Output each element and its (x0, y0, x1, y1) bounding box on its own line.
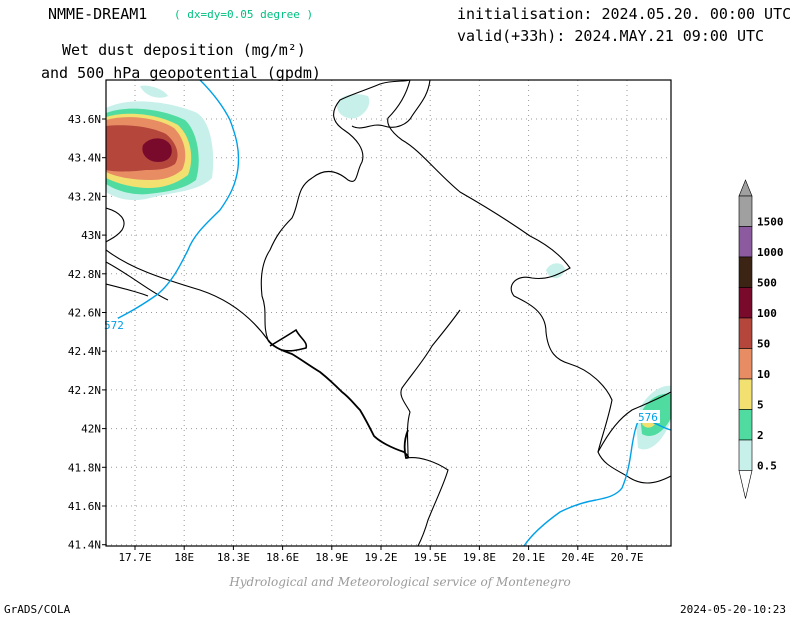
lon-tick-label: 19.2E (364, 551, 397, 564)
legend-color-box (738, 317, 753, 349)
contour-label-572: 572 (104, 319, 124, 332)
lon-tick-label: 18.9E (315, 551, 348, 564)
legend-color-box (738, 287, 753, 319)
legend-color-box (738, 378, 753, 410)
legend-top-arrow (738, 179, 753, 197)
variable-title-line2: and 500 hPa geopotential (gpdm) (41, 64, 321, 82)
lat-tick-label: 42.6N (68, 307, 101, 320)
lat-tick-label: 42N (81, 423, 101, 436)
valid-time: valid(+33h): 2024.MAY.21 09:00 UTC (457, 27, 765, 45)
contour-label-576: 576 (638, 411, 658, 424)
lon-tick-label: 20.4E (561, 551, 594, 564)
legend-level-label: 1500 (757, 216, 784, 229)
legend-color-box (738, 348, 753, 380)
software-label: GrADS/COLA (4, 603, 71, 616)
variable-title-line1: Wet dust deposition (mg/m²) (62, 41, 306, 59)
lon-tick-label: 17.7E (118, 551, 151, 564)
coastlines-and-borders (106, 80, 671, 546)
legend-level-label: 1000 (757, 246, 784, 259)
dust-deposition-patch-east (546, 263, 565, 279)
credit-text: Hydrological and Meteorological service … (229, 575, 571, 589)
legend-level-label: 50 (757, 338, 770, 351)
lat-tick-label: 41.8N (68, 461, 101, 474)
resolution-label: ( dx=dy=0.05 degree ) (174, 8, 314, 21)
legend-level-label: 5 (757, 399, 764, 412)
legend-level-label: 500 (757, 277, 777, 290)
lon-tick-label: 20.1E (512, 551, 545, 564)
lat-tick-label: 43.2N (68, 190, 101, 203)
legend-color-box (738, 439, 753, 471)
lon-tick-label: 20.7E (610, 551, 643, 564)
latitude-tick-labels: 43.6N 43.4N 43.2N 43N 42.8N 42.6N 42.4N 42.2N 42… (68, 113, 101, 552)
dust-deposition-patch-north (336, 94, 370, 119)
longitude-tick-labels: 17.7E 18E 18.3E 18.6E 18.9E 19.2E 19.5E 19.8E 20… (118, 551, 643, 564)
generated-timestamp: 2024-05-20-10:23 (680, 603, 786, 616)
map-grid (106, 80, 671, 546)
lat-tick-label: 42.2N (68, 384, 101, 397)
legend-level-label: 0.5 (757, 460, 777, 473)
legend-bottom-arrow (738, 470, 753, 499)
legend-level-label: 10 (757, 368, 770, 381)
lat-tick-label: 41.6N (68, 500, 101, 513)
initialisation-time: initialisation: 2024.05.20. 00:00 UTC (457, 5, 792, 23)
legend-color-box (738, 195, 753, 227)
lat-tick-label: 43N (81, 229, 101, 242)
lon-tick-label: 19.5E (414, 551, 447, 564)
lon-tick-label: 18E (174, 551, 194, 564)
lat-tick-label: 43.6N (68, 113, 101, 126)
dust-deposition-area-northwest (106, 85, 214, 201)
lon-tick-label: 19.8E (463, 551, 496, 564)
legend-color-box (738, 226, 753, 258)
legend-level-label: 100 (757, 307, 777, 320)
lat-tick-label: 42.4N (68, 345, 101, 358)
lat-tick-label: 43.4N (68, 152, 101, 165)
model-title: NMME-DREAM1 (48, 5, 148, 23)
legend-level-label: 2 (757, 429, 764, 442)
lon-tick-label: 18.6E (266, 551, 299, 564)
lon-tick-label: 18.3E (217, 551, 250, 564)
lat-tick-label: 42.8N (68, 268, 101, 281)
legend-color-box (738, 409, 753, 441)
lat-tick-label: 41.4N (68, 539, 101, 552)
deposition-color-legend: 1500 1000 500 100 50 10 5 2 0.5 (738, 179, 784, 499)
legend-color-box (738, 256, 753, 288)
